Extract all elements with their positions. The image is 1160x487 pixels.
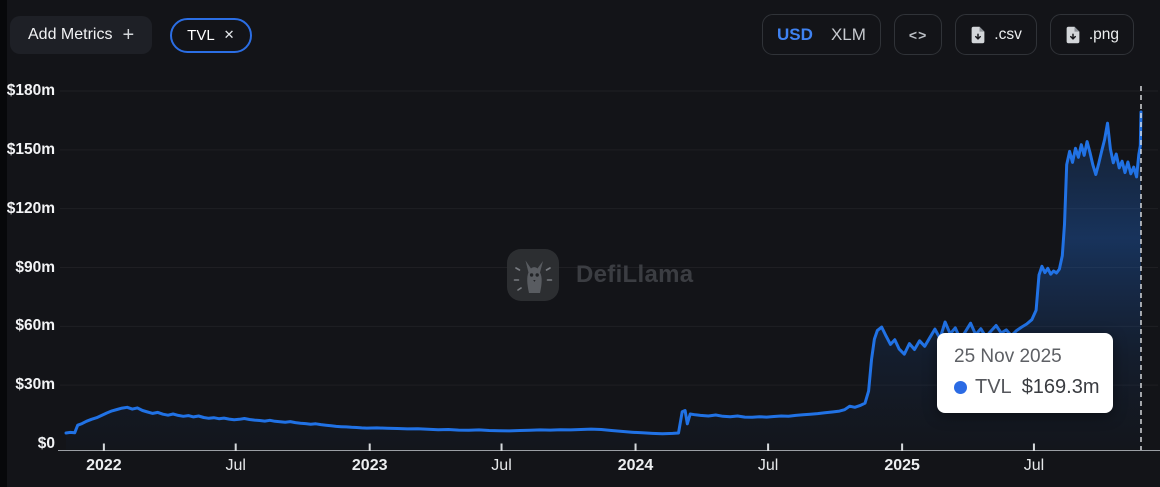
tooltip-value: $169.3m [1021,376,1100,398]
y-axis-label: $30m [15,376,55,394]
tooltip-series-name: TVL [975,376,1012,398]
plus-icon: + [122,24,135,46]
y-axis-label: $150m [6,140,55,158]
x-axis-label: 2022 [86,457,122,474]
add-metrics-label: Add Metrics [28,26,113,43]
y-axis-label: $90m [15,258,55,276]
file-download-icon [1066,26,1080,43]
chart-toolbar: Add Metrics + TVL ✕ USD XLM <> .csv [0,0,1160,70]
x-axis-label: 2023 [351,457,388,474]
code-brackets-icon: <> [908,26,928,43]
png-button-label: .png [1088,25,1119,43]
y-axis-label: $0 [37,435,55,452]
y-axis-label: $60m [15,317,55,335]
close-icon[interactable]: ✕ [223,27,235,42]
x-axis-label: Jul [225,457,246,474]
currency-option-usd[interactable]: USD [777,24,813,44]
left-edge [0,0,7,487]
csv-button-label: .csv [994,25,1022,43]
currency-option-xlm[interactable]: XLM [830,24,866,44]
y-axis-label: $120m [6,199,55,217]
metric-pill-tvl[interactable]: TVL ✕ [170,17,252,53]
currency-toggle: USD XLM [762,14,881,55]
x-axis-label: 2024 [617,457,654,474]
x-axis-ticks [102,443,1035,451]
x-axis-label: Jul [491,457,512,474]
x-axis-label: Jul [757,457,779,474]
toolbar-right-group: USD XLM <> .csv .png [762,14,1134,55]
file-download-icon [971,26,985,43]
series-dot-icon [954,381,967,394]
download-png-button[interactable]: .png [1049,14,1134,55]
metric-pill-label: TVL [187,26,215,44]
chart-tooltip: 25 Nov 2025 TVL $169.3m [937,333,1113,413]
x-axis-label: Jul [1023,457,1045,474]
y-axis-label: $180m [6,82,55,99]
x-axis-label: 2025 [884,457,920,474]
tooltip-date: 25 Nov 2025 [954,346,1062,367]
tooltip-series-row: TVL $169.3m [954,376,1100,399]
embed-code-button[interactable]: <> [893,14,943,55]
add-metrics-button[interactable]: Add Metrics + [10,16,153,54]
tvl-line [64,110,1143,436]
download-csv-button[interactable]: .csv [955,14,1037,55]
